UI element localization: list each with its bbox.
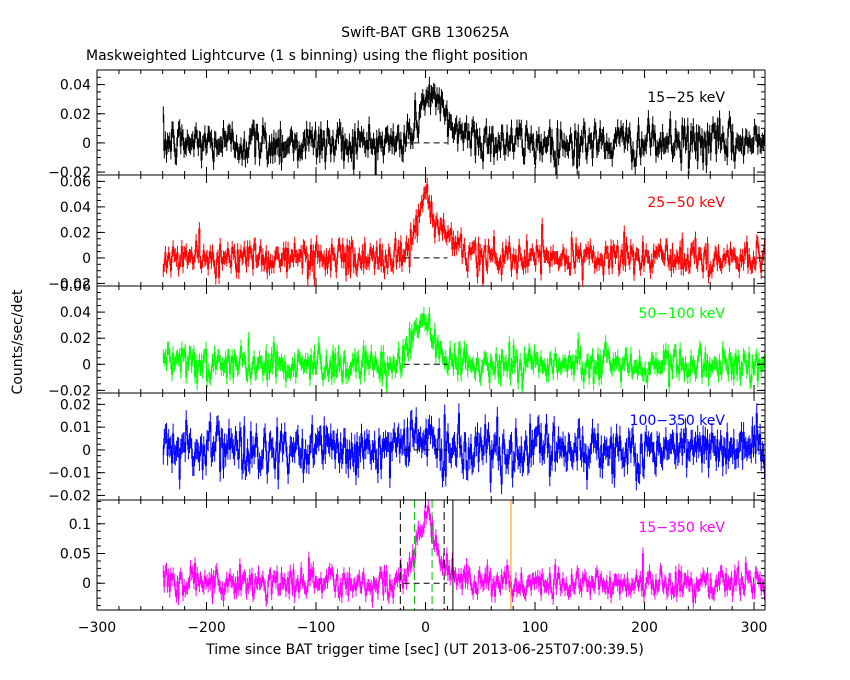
panels-group: −0.02 0 0.02 0.04 15−25 keV −0.02 0 0.02 0.04 0.0… [48, 69, 768, 636]
panel-3: −0.02 0 0.02 0.04 0.06 50−100 keV [48, 279, 766, 399]
y-tick-label: 0.05 [60, 547, 91, 563]
y-tick-label: 0.06 [60, 174, 91, 190]
y-tick-label: −0.02 [48, 488, 91, 504]
x-tick-label: −300 [78, 620, 116, 636]
panel-frame [96, 174, 766, 287]
panel-frame [96, 499, 766, 611]
y-tick-label: −0.01 [48, 466, 91, 482]
series-line-5 [162, 500, 765, 609]
y-tick-label: 0.02 [60, 225, 91, 241]
y-tick-label: 0.04 [60, 78, 91, 94]
y-tick-label: −0.02 [48, 276, 91, 292]
y-axis-label: Counts/sec/det [10, 289, 26, 394]
y-tick-label: 0 [82, 251, 91, 267]
band-label: 50−100 keV [638, 306, 725, 322]
y-tick-label: 0.02 [60, 397, 91, 413]
band-label: 25−50 keV [647, 195, 725, 211]
x-tick-label: 100 [522, 620, 549, 636]
figure-title: Swift-BAT GRB 130625A [341, 25, 509, 41]
y-tick-label: 0 [82, 443, 91, 459]
series-line-4 [162, 403, 765, 495]
figure-subtitle: Maskweighted Lightcurve (1 s binning) us… [86, 48, 528, 64]
y-tick-label: −0.02 [48, 383, 91, 399]
series-line-3 [162, 307, 765, 393]
series-line-1 [162, 76, 765, 175]
y-tick-label: 0 [82, 136, 91, 152]
band-label: 15−350 keV [638, 520, 725, 536]
y-tick-label: 0.02 [60, 331, 91, 347]
x-tick-label: 300 [741, 620, 768, 636]
y-tick-label: 0.04 [60, 305, 91, 321]
x-axis-label: Time since BAT trigger time [sec] (UT 20… [205, 642, 644, 658]
panel-4: −0.02 −0.01 0 0.01 0.02 100−350 keV [48, 392, 766, 504]
band-label: 15−25 keV [647, 90, 725, 106]
x-tick-label: −100 [297, 620, 335, 636]
band-label: 100−350 keV [630, 413, 726, 429]
panel-2: −0.02 0 0.02 0.04 0.06 25−50 keV [48, 174, 766, 292]
y-tick-label: 0.04 [60, 200, 91, 216]
y-tick-label: 0.01 [60, 420, 91, 436]
y-tick-label: 0.1 [69, 517, 91, 533]
y-tick-label: −0.02 [48, 165, 91, 181]
y-tick-label: 0.06 [60, 279, 91, 295]
x-tick-label: 0 [421, 620, 430, 636]
y-tick-label: 0.02 [60, 107, 91, 123]
panel-5: 0 0.05 0.1 15−350 keV [60, 499, 766, 611]
y-tick-label: 0 [82, 576, 91, 592]
series-line-2 [162, 177, 765, 286]
x-tick-label: 200 [631, 620, 658, 636]
y-tick-label: 0 [82, 357, 91, 373]
x-tick-label: −200 [187, 620, 225, 636]
